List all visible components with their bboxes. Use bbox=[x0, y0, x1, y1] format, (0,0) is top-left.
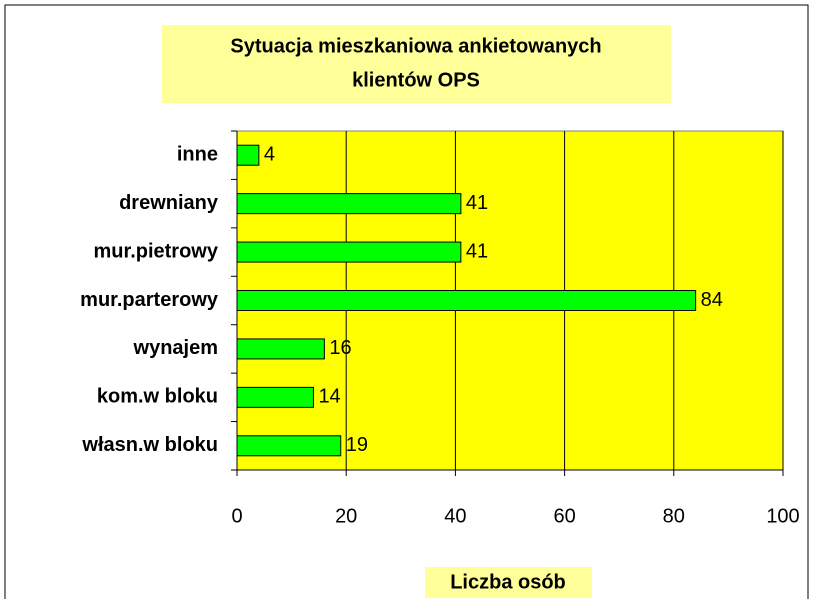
x-tick-label: 20 bbox=[335, 505, 357, 527]
data-label: 4 bbox=[264, 143, 275, 165]
x-tick-label: 100 bbox=[766, 505, 799, 527]
chart-title: klientów OPS bbox=[352, 69, 480, 91]
x-axis-label: Liczba osób bbox=[450, 571, 566, 593]
bar bbox=[236, 290, 697, 311]
chart-title: Sytuacja mieszkaniowa ankietowanych bbox=[230, 35, 601, 57]
data-label: 41 bbox=[466, 192, 488, 214]
bar bbox=[236, 241, 462, 263]
x-tick-label: 80 bbox=[663, 505, 685, 527]
data-label: 19 bbox=[346, 434, 368, 456]
bar bbox=[236, 193, 462, 215]
x-tick-label: 60 bbox=[553, 505, 575, 527]
bar bbox=[236, 386, 314, 408]
data-label: 16 bbox=[329, 337, 351, 359]
data-label: 14 bbox=[318, 386, 340, 408]
bar bbox=[236, 144, 260, 166]
y-tick-label: drewniany bbox=[119, 192, 219, 214]
y-tick-label: własn.w bloku bbox=[81, 434, 218, 456]
bar bbox=[236, 338, 325, 360]
y-tick-label: kom.w bloku bbox=[97, 386, 218, 408]
x-label-box bbox=[425, 567, 592, 598]
y-tick-label: wynajem bbox=[133, 337, 218, 359]
x-tick-label: 0 bbox=[231, 505, 242, 527]
bar bbox=[236, 435, 342, 457]
y-tick-label: mur.parterowy bbox=[80, 289, 219, 311]
y-tick-label: inne bbox=[177, 143, 218, 165]
x-tick-label: 40 bbox=[444, 505, 466, 527]
data-label: 84 bbox=[701, 289, 723, 311]
data-label: 41 bbox=[466, 240, 488, 262]
y-tick-label: mur.pietrowy bbox=[94, 240, 219, 262]
title-box bbox=[162, 25, 671, 103]
